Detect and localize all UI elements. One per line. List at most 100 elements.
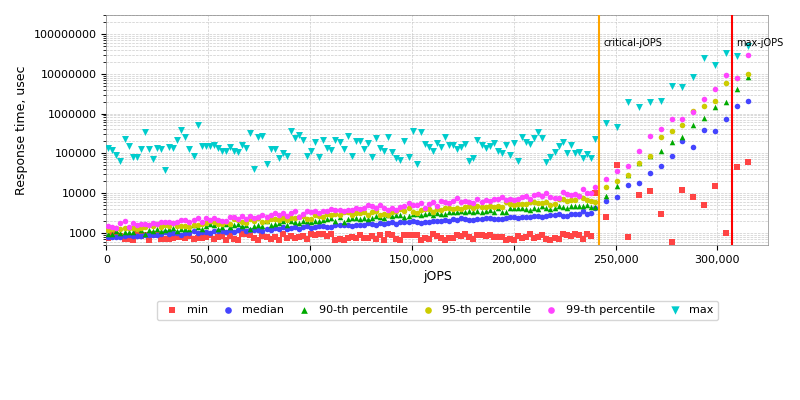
median xyxy=(158,229,171,236)
99-th percentile xyxy=(528,192,541,199)
min xyxy=(410,232,423,238)
99-th percentile xyxy=(325,206,338,212)
99-th percentile xyxy=(313,209,326,216)
90-th percentile xyxy=(276,218,289,224)
max xyxy=(378,148,390,154)
90-th percentile xyxy=(410,211,423,218)
max xyxy=(446,142,459,148)
median xyxy=(499,215,512,222)
median xyxy=(297,224,310,230)
max xyxy=(548,148,561,155)
max xyxy=(338,146,350,152)
95-th percentile xyxy=(564,196,577,203)
95-th percentile xyxy=(114,226,127,233)
median xyxy=(240,228,253,234)
median xyxy=(479,215,492,222)
median xyxy=(179,230,192,236)
95-th percentile xyxy=(524,199,537,206)
90-th percentile xyxy=(289,219,302,225)
90-th percentile xyxy=(317,217,330,224)
median xyxy=(272,226,285,233)
90-th percentile xyxy=(564,203,577,209)
95-th percentile xyxy=(378,211,390,217)
max xyxy=(195,142,208,149)
max xyxy=(742,43,754,49)
90-th percentile xyxy=(643,153,656,160)
99-th percentile xyxy=(455,198,468,205)
max xyxy=(398,138,411,144)
99-th percentile xyxy=(260,213,273,220)
95-th percentile xyxy=(495,203,508,210)
95-th percentile xyxy=(272,216,285,223)
min xyxy=(191,235,204,241)
median xyxy=(520,213,533,220)
min xyxy=(150,232,163,238)
max xyxy=(540,159,553,165)
99-th percentile xyxy=(390,206,402,213)
90-th percentile xyxy=(203,221,216,227)
90-th percentile xyxy=(293,220,306,226)
99-th percentile xyxy=(483,198,496,204)
90-th percentile xyxy=(600,193,613,199)
90-th percentile xyxy=(487,208,500,215)
max xyxy=(643,98,656,105)
median xyxy=(285,225,298,232)
median xyxy=(654,163,667,169)
min xyxy=(422,236,435,242)
min xyxy=(386,232,398,238)
min xyxy=(366,233,378,240)
max xyxy=(281,153,294,159)
99-th percentile xyxy=(556,189,569,196)
99-th percentile xyxy=(524,196,537,202)
99-th percentile xyxy=(479,197,492,203)
max xyxy=(730,53,743,59)
99-th percentile xyxy=(122,224,135,230)
max xyxy=(544,154,557,160)
median xyxy=(687,144,700,150)
99-th percentile xyxy=(276,209,289,216)
min xyxy=(354,232,366,238)
90-th percentile xyxy=(698,114,710,121)
min xyxy=(520,234,533,240)
90-th percentile xyxy=(142,227,155,234)
min xyxy=(106,231,118,237)
95-th percentile xyxy=(240,220,253,226)
max xyxy=(130,154,143,161)
min xyxy=(118,236,131,242)
95-th percentile xyxy=(187,222,200,228)
max xyxy=(346,152,358,159)
min xyxy=(564,233,577,239)
min xyxy=(676,187,689,193)
99-th percentile xyxy=(536,192,549,199)
99-th percentile xyxy=(268,210,281,216)
95-th percentile xyxy=(146,222,159,229)
95-th percentile xyxy=(622,172,634,178)
min xyxy=(665,238,678,245)
max xyxy=(438,134,451,140)
median xyxy=(622,182,634,188)
95-th percentile xyxy=(455,206,468,212)
min xyxy=(374,232,386,238)
95-th percentile xyxy=(154,224,167,231)
median xyxy=(475,216,488,222)
99-th percentile xyxy=(560,190,573,197)
90-th percentile xyxy=(479,208,492,214)
99-th percentile xyxy=(654,126,667,132)
min xyxy=(622,234,634,240)
median xyxy=(414,219,427,226)
median xyxy=(138,232,151,238)
min xyxy=(264,236,277,242)
max xyxy=(325,146,338,153)
max xyxy=(224,143,237,150)
95-th percentile xyxy=(556,196,569,202)
min xyxy=(301,236,314,242)
max xyxy=(260,161,273,167)
90-th percentile xyxy=(150,226,163,232)
min xyxy=(446,235,459,241)
99-th percentile xyxy=(191,215,204,222)
median xyxy=(709,128,722,134)
99-th percentile xyxy=(382,207,394,214)
max xyxy=(520,139,533,145)
99-th percentile xyxy=(134,221,147,228)
max xyxy=(687,74,700,80)
